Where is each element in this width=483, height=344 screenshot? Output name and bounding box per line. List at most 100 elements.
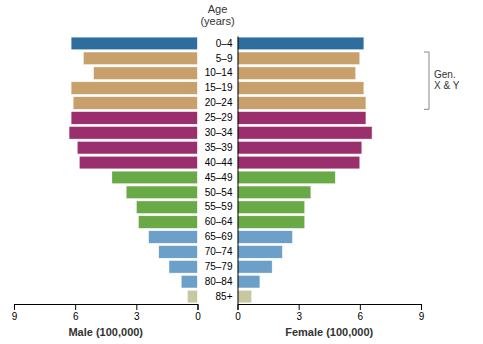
tick: 3 <box>296 304 302 322</box>
tick: 65–69 <box>205 231 238 242</box>
tick-label: 80–84 <box>205 276 233 287</box>
tick: 35–39 <box>205 142 238 153</box>
tick-label: 3 <box>134 311 140 322</box>
bar <box>238 52 360 65</box>
tick: 6 <box>358 304 364 322</box>
bar <box>71 112 197 125</box>
bracket <box>424 52 429 109</box>
tick-label: 0–4 <box>216 38 233 49</box>
tick: 6 <box>73 304 79 322</box>
tick-label: 35–39 <box>205 142 233 153</box>
bar <box>238 37 364 50</box>
bar <box>69 126 197 139</box>
tick-mark <box>421 304 422 310</box>
bar <box>238 112 366 125</box>
tick: 85+ <box>216 291 238 302</box>
tick-label: 5–9 <box>216 53 233 64</box>
bar <box>238 186 311 199</box>
bar <box>238 156 360 169</box>
bar <box>149 231 198 244</box>
tick-mark <box>238 304 239 310</box>
tick-label: 20–24 <box>205 97 233 108</box>
tick-label: 3 <box>296 311 302 322</box>
tick-label: 65–69 <box>205 231 233 242</box>
bar <box>159 246 198 259</box>
axis-line <box>238 37 239 305</box>
bar <box>238 67 356 80</box>
tick-label: 30–34 <box>205 127 233 138</box>
tick-label: 6 <box>73 311 79 322</box>
tick: 3 <box>134 304 140 322</box>
tick-label: 25–29 <box>205 112 233 123</box>
x-axis: 0 3 6 9 <box>12 304 202 322</box>
chart: 0 3 6 9 Male (100,000) Age(years) 0 3 6 9 Female (… <box>0 0 483 344</box>
bar <box>77 141 197 154</box>
tick-label: 70–74 <box>205 246 233 257</box>
text-line: X & Y <box>434 80 460 91</box>
bar <box>238 290 252 303</box>
tick: 9 <box>419 304 425 322</box>
bar <box>169 260 198 273</box>
bar <box>73 97 197 110</box>
tick: 9 <box>12 304 18 322</box>
bar <box>181 275 197 288</box>
bar <box>238 216 305 229</box>
tick-label: 9 <box>12 311 18 322</box>
bar <box>238 246 283 259</box>
bar <box>126 186 197 199</box>
tick: 30–34 <box>205 127 238 138</box>
bar <box>238 126 373 139</box>
tick: 80–84 <box>205 276 238 287</box>
bar <box>238 275 260 288</box>
bar <box>238 201 305 214</box>
tick-label: 55–59 <box>205 201 233 212</box>
tick-label: 75–79 <box>205 261 233 272</box>
bar <box>83 52 197 65</box>
annotation: Gen.X & Y <box>434 69 460 91</box>
axis-line <box>238 305 422 311</box>
tick: 20–24 <box>205 97 238 108</box>
bar <box>238 171 336 184</box>
bar <box>71 37 197 50</box>
axis-line <box>15 305 199 311</box>
bar <box>138 216 197 229</box>
tick: 70–74 <box>205 246 238 257</box>
tick-label: 9 <box>419 311 425 322</box>
text-line: Age <box>208 3 228 15</box>
tick-label: 85+ <box>216 291 233 302</box>
bar <box>112 171 198 184</box>
tick: 75–79 <box>205 261 238 272</box>
tick: 60–64 <box>205 216 238 227</box>
tick-mark <box>360 304 361 310</box>
title: Age(years) <box>200 3 234 27</box>
tick: 5–9 <box>216 53 238 64</box>
tick-label: 15–19 <box>205 82 233 93</box>
bars <box>69 37 197 303</box>
tick: 0–4 <box>216 38 238 49</box>
tick-mark <box>198 304 199 310</box>
bar <box>187 290 197 303</box>
axis-title: Female (100,000) <box>285 326 373 338</box>
tick: 45–49 <box>205 172 238 183</box>
bar <box>79 156 197 169</box>
text-line: Gen. <box>434 69 456 80</box>
tick-mark <box>75 304 76 310</box>
tick-label: 0 <box>235 311 241 322</box>
bar <box>71 82 197 95</box>
tick-mark <box>136 304 137 310</box>
tick: 15–19 <box>205 82 238 93</box>
tick: 40–44 <box>205 157 238 168</box>
axis-title: Male (100,000) <box>68 326 143 338</box>
tick-label: 6 <box>358 311 364 322</box>
tick-label: 10–14 <box>205 67 233 78</box>
tick-label: 50–54 <box>205 187 233 198</box>
tick: 25–29 <box>205 112 238 123</box>
x-axis: 0 3 6 9 <box>235 304 425 322</box>
tick-label: 0 <box>195 311 201 322</box>
tick-mark <box>299 304 300 310</box>
tick: 50–54 <box>205 187 238 198</box>
bar <box>238 231 293 244</box>
tick: 0 <box>195 304 201 322</box>
tick: 55–59 <box>205 201 238 212</box>
tick-label: 40–44 <box>205 157 233 168</box>
